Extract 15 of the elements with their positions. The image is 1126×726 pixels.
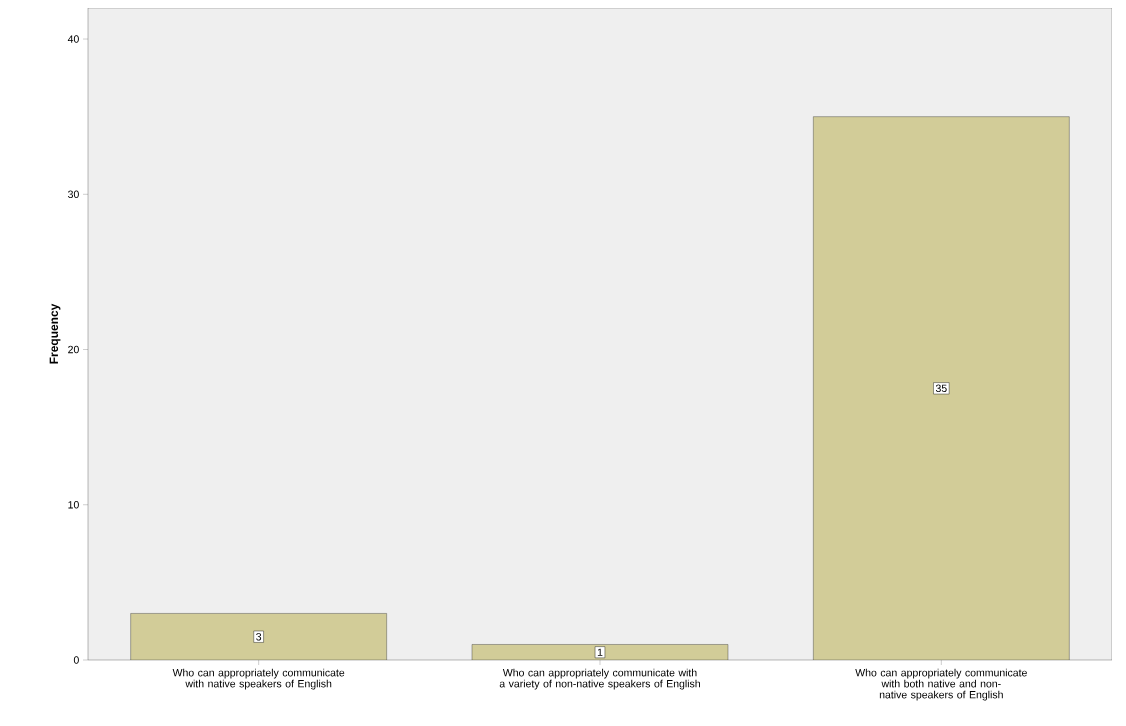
y-tick-label: 0 <box>73 656 79 664</box>
data-label: 1 <box>597 648 603 656</box>
y-tick-label: 30 <box>68 190 79 199</box>
y-tick-label: 40 <box>67 35 79 43</box>
y-axis-title: Frequency <box>49 303 61 364</box>
bar <box>130 613 387 660</box>
data-label: 3 <box>256 633 262 641</box>
x-tick-label: Who can appropriately communicate with a variety of non-native speakers of English <box>499 668 700 690</box>
y-tick-label: 10 <box>68 501 79 509</box>
x-tick-label: Who can appropriately communicate with native speakers of English <box>172 668 345 690</box>
x-tick-label: Who can appropriately communicate with both native and non-native speakers of English <box>855 668 1027 701</box>
bar <box>813 116 1070 660</box>
bar <box>471 644 729 660</box>
y-tick-label: 20 <box>68 345 79 354</box>
data-label: 35 <box>935 384 947 393</box>
